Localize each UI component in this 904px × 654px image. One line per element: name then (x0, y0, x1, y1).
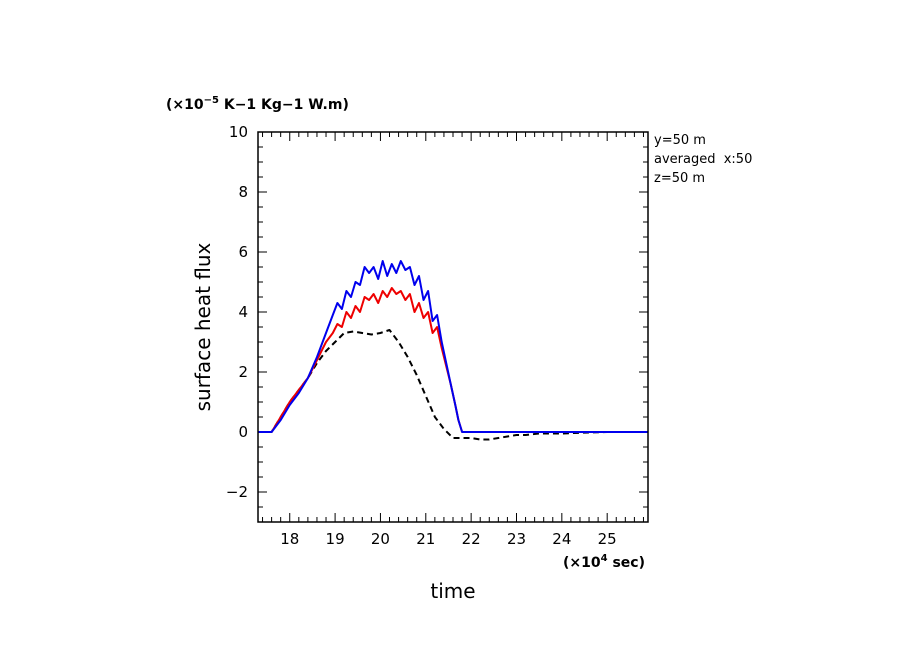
x-tick-label: 20 (371, 530, 390, 548)
y-unit-label: (×10−5 K−1 Kg−1 W.m) (166, 95, 349, 113)
x-tick-label: 25 (598, 530, 617, 548)
series-line-1 (258, 260, 648, 433)
x-tick-label: 23 (507, 530, 526, 548)
x-tick-label: 22 (462, 530, 481, 548)
y-tick-label: 0 (238, 423, 248, 441)
x-tick-label: 19 (326, 530, 345, 548)
series-line-3 (258, 329, 648, 441)
axis-ticks (258, 131, 648, 523)
x-tick-label: 21 (416, 530, 435, 548)
x-axis-label: time (430, 579, 475, 603)
x-unit-label: (×104 sec) (563, 553, 645, 571)
annotation-z: z=50 m (654, 171, 705, 186)
annotation-averaged: averaged x:50 (654, 152, 752, 167)
y-tick-label: 4 (238, 303, 248, 321)
plot-frame (257, 131, 649, 523)
y-tick-label: 6 (238, 243, 248, 261)
annotation-y: y=50 m (654, 133, 706, 148)
y-tick-label: 8 (238, 183, 248, 201)
y-tick-label: −2 (226, 483, 248, 501)
x-tick-label: 18 (280, 530, 299, 548)
y-tick-label: 2 (238, 363, 248, 381)
series-layer (258, 260, 648, 441)
y-axis-label: surface heat flux (191, 242, 215, 411)
y-tick-label: 10 (229, 123, 248, 141)
x-tick-label: 24 (552, 530, 571, 548)
